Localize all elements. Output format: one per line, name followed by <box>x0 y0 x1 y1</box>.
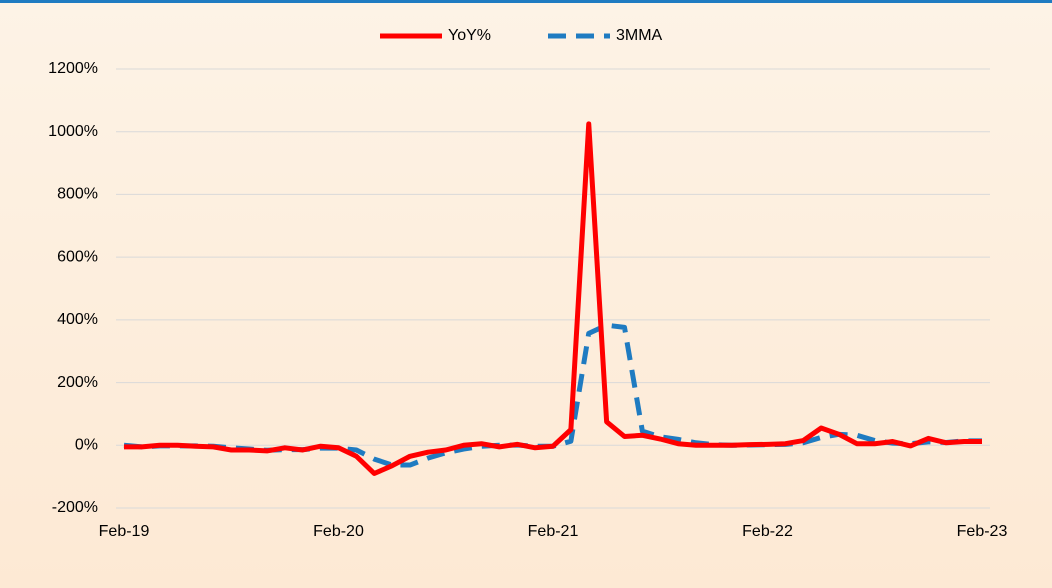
x-tick-label: Feb-23 <box>957 523 1008 540</box>
y-tick-label: 400% <box>57 311 98 328</box>
y-tick-label: 600% <box>57 248 98 265</box>
top-border <box>0 0 1052 3</box>
y-tick-label: 0% <box>75 437 98 454</box>
y-tick-label: 200% <box>57 374 98 391</box>
y-tick-label: 800% <box>57 186 98 203</box>
y-tick-label: 1200% <box>48 60 98 77</box>
x-tick-label: Feb-19 <box>99 523 150 540</box>
legend-label: 3MMA <box>616 27 663 44</box>
x-tick-label: Feb-20 <box>313 523 364 540</box>
x-tick-label: Feb-21 <box>528 523 579 540</box>
series-line <box>124 121 982 477</box>
y-tick-label: -200% <box>52 499 98 516</box>
y-tick-label: 1000% <box>48 123 98 140</box>
legend-label: YoY% <box>448 27 491 44</box>
x-tick-label: Feb-22 <box>742 523 793 540</box>
